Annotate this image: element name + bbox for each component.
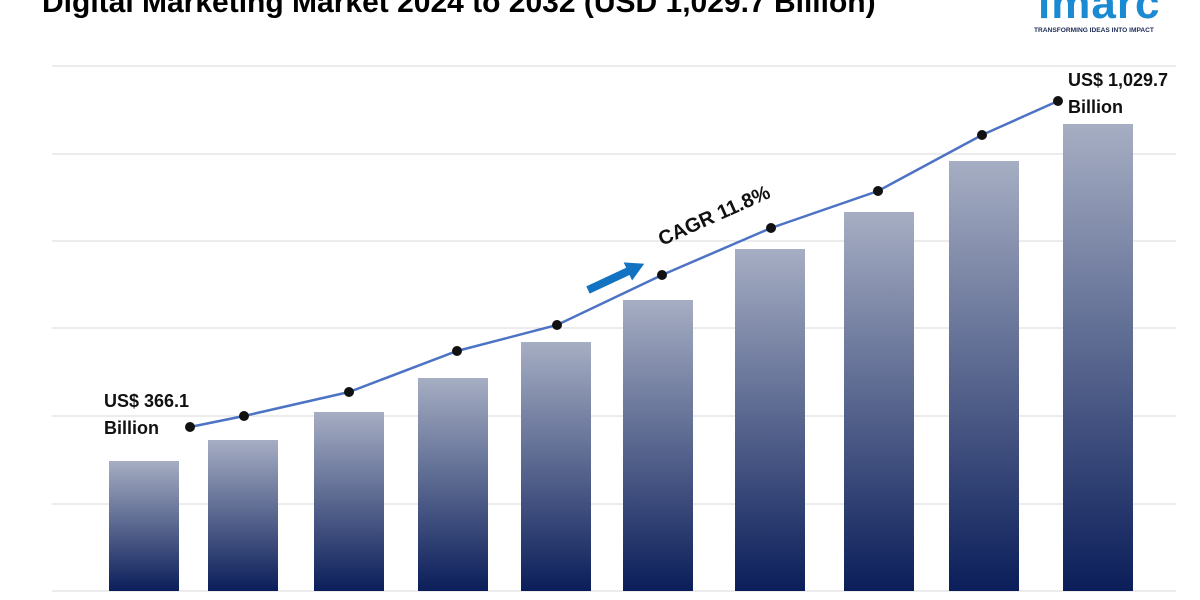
bar <box>623 300 693 591</box>
trend-marker <box>185 422 195 432</box>
bar <box>208 440 278 591</box>
cagr-arrow-shaft <box>586 266 632 294</box>
cagr-arrow-head <box>623 262 645 281</box>
bar <box>521 342 591 591</box>
trend-marker <box>766 223 776 233</box>
bar <box>844 212 914 591</box>
trend-marker <box>873 186 883 196</box>
end-value-unit: Billion <box>1068 97 1123 117</box>
logo-tagline: TRANSFORMING IDEAS INTO IMPACT <box>1034 27 1154 34</box>
trend-marker <box>239 411 249 421</box>
imarc-logo: imarc TRANSFORMING IDEAS INTO IMPACT <box>1034 0 1184 38</box>
trend-marker <box>344 387 354 397</box>
chart-title: Digital Marketing Market 2024 to 2032 (U… <box>42 0 876 19</box>
trend-line <box>189 99 1059 429</box>
trend-markers <box>185 96 1063 432</box>
bar <box>314 412 384 591</box>
bar <box>418 378 488 591</box>
end-value-label: US$ 1,029.7 <box>1068 70 1168 90</box>
trend-marker <box>977 130 987 140</box>
trend-line-path <box>189 99 1059 429</box>
trend-marker <box>552 320 562 330</box>
trend-marker <box>452 346 462 356</box>
start-value-label: US$ 366.1 <box>104 391 189 411</box>
bar <box>949 161 1019 591</box>
bars <box>109 124 1133 591</box>
cagr-label: CAGR 11.8% <box>655 182 774 251</box>
trend-marker <box>1053 96 1063 106</box>
cagr-arrow <box>586 262 645 294</box>
logo-wordmark: imarc <box>1038 0 1161 28</box>
start-value-unit: Billion <box>104 418 159 438</box>
bar <box>735 249 805 591</box>
trend-marker <box>657 270 667 280</box>
bar <box>1063 124 1133 591</box>
bar <box>109 461 179 591</box>
